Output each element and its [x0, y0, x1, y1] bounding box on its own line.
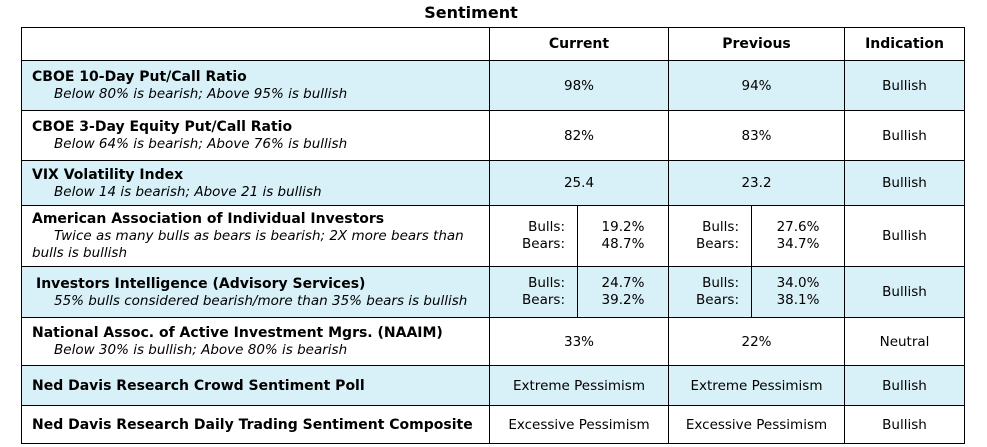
indicator-name: CBOE 10-Day Put/Call Ratio [32, 69, 247, 85]
indication-value: Bullish [844, 110, 966, 161]
current-labels: Bulls: Bears: [489, 205, 578, 267]
previous-value: 23.2 [667, 160, 846, 206]
indication-value: Bullish [844, 205, 966, 267]
current-value: Excessive Pessimism [489, 405, 669, 444]
indication-value: Bullish [844, 365, 966, 406]
indicator-cell: Ned Davis Research Daily Trading Sentime… [21, 405, 490, 444]
previous-values: 34.0% 38.1% [750, 266, 846, 318]
indicator-cell: Ned Davis Research Crowd Sentiment Poll [21, 365, 490, 406]
indicator-desc: Below 14 is bearish; Above 21 is bullish [54, 183, 322, 200]
current-values: 24.7% 39.2% [577, 266, 669, 318]
header-current: Current [489, 27, 669, 61]
sentiment-table: Current Previous Indication CBOE 10-Day … [21, 27, 966, 444]
table-row: VIX Volatility Index Below 14 is bearish… [21, 160, 966, 206]
indicator-desc: 55% bulls considered bearish/more than 3… [54, 292, 468, 309]
indication-value: Bullish [844, 405, 966, 444]
current-value: Extreme Pessimism [489, 365, 669, 406]
indicator-cell: CBOE 3-Day Equity Put/Call Ratio Below 6… [21, 110, 490, 161]
indicator-desc: Below 80% is bearish; Above 95% is bulli… [54, 86, 348, 102]
indication-value: Bullish [844, 266, 966, 318]
indication-value: Bullish [844, 60, 966, 111]
indicator-desc: Below 30% is bullish; Above 80% is beari… [54, 342, 348, 358]
previous-labels: Bulls: Bears: [668, 205, 752, 267]
table-row: CBOE 3-Day Equity Put/Call Ratio Below 6… [21, 110, 966, 161]
indicator-cell: American Association of Individual Inves… [21, 205, 490, 267]
previous-value: Extreme Pessimism [667, 365, 846, 406]
current-value: 82% [489, 110, 669, 161]
current-value: 98% [489, 60, 669, 111]
previous-value: Excessive Pessimism [667, 405, 846, 444]
previous-values: 27.6% 34.7% [750, 205, 846, 267]
indicator-cell: VIX Volatility Index Below 14 is bearish… [21, 160, 490, 206]
table-row: Ned Davis Research Daily Trading Sentime… [21, 405, 966, 444]
current-labels: Bulls: Bears: [489, 266, 578, 318]
table-title: Sentiment [424, 3, 518, 22]
indication-value: Neutral [844, 317, 966, 366]
indicator-name: CBOE 3-Day Equity Put/Call Ratio [32, 119, 293, 135]
table-row: National Assoc. of Active Investment Mgr… [21, 317, 966, 366]
previous-value: 22% [667, 317, 846, 366]
previous-labels: Bulls: Bears: [668, 266, 752, 318]
indicator-desc: Below 64% is bearish; Above 76% is bulli… [54, 136, 348, 152]
header-indicator [21, 27, 490, 61]
indicator-name: National Assoc. of Active Investment Mgr… [32, 325, 443, 341]
table-row: CBOE 10-Day Put/Call Ratio Below 80% is … [21, 60, 966, 111]
table-row: American Association of Individual Inves… [21, 205, 966, 267]
current-value: 33% [489, 317, 669, 366]
current-values: 19.2% 48.7% [577, 205, 669, 267]
header-previous: Previous [667, 27, 846, 61]
table-row: Ned Davis Research Crowd Sentiment Poll … [21, 365, 966, 406]
previous-value: 83% [667, 110, 846, 161]
indicator-name: American Association of Individual Inves… [32, 211, 385, 227]
indicator-name: Ned Davis Research Daily Trading Sentime… [32, 416, 473, 433]
previous-value: 94% [667, 60, 846, 111]
indicator-name: VIX Volatility Index [32, 166, 184, 183]
indicator-cell: National Assoc. of Active Investment Mgr… [21, 317, 490, 366]
header-indication: Indication [844, 27, 966, 61]
indication-value: Bullish [844, 160, 966, 206]
indicator-desc: Twice as many bulls as bears is bearish;… [32, 228, 464, 261]
indicator-name: Ned Davis Research Crowd Sentiment Poll [32, 377, 365, 394]
indicator-cell: CBOE 10-Day Put/Call Ratio Below 80% is … [21, 60, 490, 111]
current-value: 25.4 [489, 160, 669, 206]
table-row: Investors Intelligence (Advisory Service… [21, 266, 966, 318]
indicator-cell: Investors Intelligence (Advisory Service… [21, 266, 490, 318]
indicator-name: Investors Intelligence (Advisory Service… [36, 275, 366, 292]
header-row: Current Previous Indication [21, 27, 966, 61]
